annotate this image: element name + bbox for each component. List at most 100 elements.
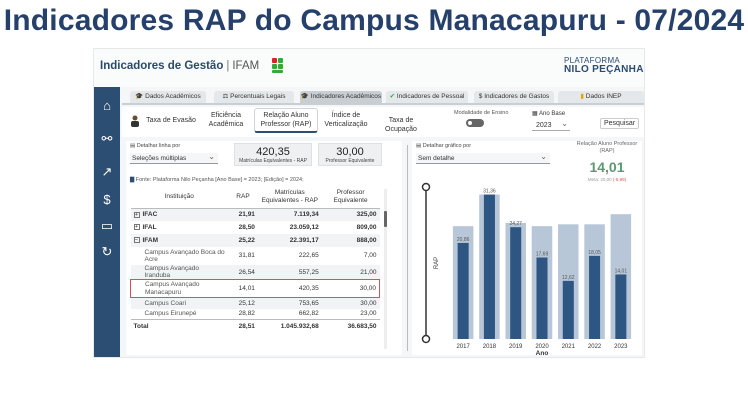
detail-line-select[interactable]: Seleções múltiplas bbox=[130, 151, 218, 164]
cell-rap: 14,01 bbox=[228, 279, 258, 298]
cell-instituicao: Campus Eirunepé bbox=[131, 309, 229, 320]
rap-bar-chart: RAP 20,86 2017 31,36 2018 24,27 2019 17,69 2020 1… bbox=[421, 182, 632, 357]
tab-dados-academicos[interactable]: 🎓 Dados Acadêmicos bbox=[130, 91, 206, 103]
table-scrollbar[interactable] bbox=[384, 189, 387, 349]
data-label: 24,27 bbox=[509, 221, 522, 227]
x-axis-label: Ano bbox=[536, 350, 549, 357]
search-button[interactable]: Pesquisar bbox=[600, 118, 640, 129]
table-body: + IFAC 21,91 7.119,34 325,00 + IFAL 28,50 23.059… bbox=[130, 208, 380, 334]
institution-name: Campus Avançado Iranduba bbox=[144, 265, 199, 279]
bar-value[interactable] bbox=[615, 274, 627, 339]
table-scroll-thumb[interactable] bbox=[384, 211, 387, 227]
table-row[interactable]: Campus Avançado Boca do Acre 31,81 222,65 7… bbox=[131, 247, 380, 265]
cell-instituicao: Campus Coari bbox=[131, 298, 229, 309]
institution-name: IFAL bbox=[142, 224, 157, 231]
x-tick-label: 2022 bbox=[588, 344, 602, 350]
expand-icon[interactable]: + bbox=[133, 211, 140, 218]
trend-chart-icon[interactable]: ↗ bbox=[101, 164, 113, 179]
col-instituicao[interactable]: Instituição bbox=[130, 186, 229, 209]
institution-name: Campus Avançado Manacapuru bbox=[145, 281, 200, 296]
collapse-icon[interactable]: − bbox=[133, 237, 140, 244]
dollar-icon[interactable]: $ bbox=[103, 192, 111, 207]
kpi-value: 14,01 bbox=[589, 159, 625, 175]
tab-label: Dados Acadêmicos bbox=[145, 93, 201, 100]
main-tabs: 🎓 Dados Acadêmicos ⚖ Percentuais Legais … bbox=[122, 91, 644, 103]
dashboard-title-text: Indicadores de Gestão bbox=[100, 60, 224, 72]
table-row[interactable]: Campus Coari 25,12 753,65 30,00 bbox=[130, 297, 380, 309]
modalidade-toggle[interactable] bbox=[466, 119, 484, 127]
rap-table: Instituição RAP Matrículas Equivalentes … bbox=[130, 186, 380, 334]
source-text: Fonte: Plataforma Nilo Peçanha [Ano Base… bbox=[135, 177, 304, 183]
org-name: IFAM bbox=[232, 60, 260, 72]
bar-value[interactable] bbox=[510, 227, 522, 339]
expand-icon[interactable]: + bbox=[133, 224, 140, 231]
col-professor[interactable]: Professor Equivalente bbox=[321, 186, 380, 209]
table-row[interactable]: − IFAM 25,22 22.391,17 888,00 bbox=[130, 234, 380, 247]
cell-total-label: Total bbox=[130, 319, 229, 334]
tab-indicadores-gastos[interactable]: $ Indicadores de Gastos bbox=[474, 91, 554, 103]
tab-percentuais-legais[interactable]: ⚖ Percentuais Legais bbox=[214, 91, 294, 103]
subtab-evasao[interactable]: Taxa de Evasão bbox=[146, 117, 196, 124]
subtab-eficiencia[interactable]: Eficiência Acadêmica bbox=[208, 112, 244, 128]
bar-value[interactable] bbox=[562, 280, 574, 339]
detail-chart-select[interactable]: Sem detalhe bbox=[416, 151, 550, 164]
professor-label: Professor Equivalente bbox=[325, 158, 375, 164]
cell-matriculas: 7.119,34 bbox=[293, 211, 319, 219]
subtab-verticalizacao[interactable]: Índice de Verticalização bbox=[324, 112, 368, 128]
subtab-rap[interactable]: Relação Aluno Professor (RAP) bbox=[254, 108, 318, 133]
cell-professor: 30,00 bbox=[321, 279, 380, 298]
y-range-slider-top-handle[interactable] bbox=[421, 182, 431, 192]
cell-rap: 28,50 bbox=[238, 224, 255, 231]
tab-label: Dados INEP bbox=[585, 93, 622, 100]
table-row[interactable]: Campus Avançado Manacapuru 14,01 420,35 30,… bbox=[130, 279, 380, 298]
bar-value[interactable] bbox=[536, 257, 548, 339]
tab-indicadores-pessoal[interactable]: ✔ Indicadores de Pessoal bbox=[386, 91, 468, 103]
refresh-icon[interactable]: ↻ bbox=[101, 244, 113, 259]
home-icon[interactable]: ⌂ bbox=[103, 98, 111, 113]
dashboard-title: Indicadores de Gestão | IFAM bbox=[100, 60, 259, 72]
cell-instituicao: Campus Avançado Manacapuru bbox=[130, 279, 229, 298]
tab-indicadores-academicos[interactable]: 🎓 Indicadores Acadêmicos bbox=[300, 91, 382, 103]
tab-label: Percentuais Legais bbox=[230, 93, 286, 100]
indicator-subtabs: Taxa de Evasão Eficiência Acadêmica Rela… bbox=[122, 107, 644, 137]
x-tick-label: 2023 bbox=[614, 344, 628, 350]
y-axis-label: RAP bbox=[434, 257, 440, 269]
bar-chart-icon: ▮ bbox=[580, 93, 584, 100]
kpi-meta-prefix: Meta: 20,00 bbox=[587, 177, 612, 182]
cell-instituicao: Campus Avançado Boca do Acre bbox=[131, 247, 229, 265]
network-icon[interactable]: ⚯ bbox=[101, 131, 113, 146]
bar-value[interactable] bbox=[457, 242, 469, 339]
cell-rap: 26,54 bbox=[238, 268, 255, 276]
cell-professor: 21,00 bbox=[360, 268, 377, 276]
check-icon: ✔ bbox=[389, 93, 396, 100]
table-row[interactable]: Campus Avançado Iranduba 26,54 557,25 21,00 bbox=[130, 265, 380, 280]
ano-base-select[interactable]: 2023 bbox=[532, 118, 570, 131]
bar-value[interactable] bbox=[589, 255, 601, 339]
bar-value[interactable] bbox=[483, 194, 495, 339]
detail-line-label: ▤ Detalhar linha por bbox=[130, 143, 181, 149]
col-matriculas[interactable]: Matrículas Equivalentes - RAP bbox=[257, 186, 322, 209]
title-separator: | bbox=[226, 60, 230, 72]
table-row[interactable]: + IFAC 21,91 7.119,34 325,00 bbox=[130, 208, 380, 221]
platform-logo-line2: NILO PEÇANHA bbox=[564, 64, 644, 75]
kpi-meta-diff: (-5,99) bbox=[612, 177, 627, 182]
cell-total-matriculas: 1.045.932,68 bbox=[257, 319, 322, 334]
detail-chart-text: Detalhar gráfico por bbox=[422, 143, 472, 149]
dashboard-header: Indicadores de Gestão | IFAM PLATAFORMA NI… bbox=[94, 49, 644, 87]
data-label: 12,62 bbox=[562, 275, 575, 281]
col-rap[interactable]: RAP bbox=[228, 186, 258, 209]
cell-instituicao: + IFAC bbox=[131, 208, 229, 221]
tab-dados-inep[interactable]: ▮ Dados INEP bbox=[558, 91, 644, 103]
table-row[interactable]: Campus Eirunepé 28,82 662,82 23,00 bbox=[131, 309, 380, 320]
tab-label: Indicadores de Gastos bbox=[484, 93, 550, 100]
cell-matriculas: 22.391,17 bbox=[289, 237, 319, 244]
tab-strip bbox=[122, 103, 644, 105]
right-panel: ▤ Detalhar gráfico por Sem detalhe Relaç… bbox=[412, 141, 642, 357]
people-card-icon[interactable]: ▭ bbox=[100, 218, 114, 233]
table-row[interactable]: + IFAL 28,50 23.059,12 809,00 bbox=[131, 221, 380, 234]
subtab-ocupacao[interactable]: Taxa de Ocupação bbox=[385, 117, 417, 133]
matriculas-label: Matrículas Equivalentes - RAP bbox=[239, 158, 307, 164]
y-range-slider-bottom-handle[interactable] bbox=[421, 334, 431, 344]
cell-rap: 21,91 bbox=[238, 211, 255, 219]
institution-name: Campus Avançado Boca do Acre bbox=[144, 248, 225, 264]
